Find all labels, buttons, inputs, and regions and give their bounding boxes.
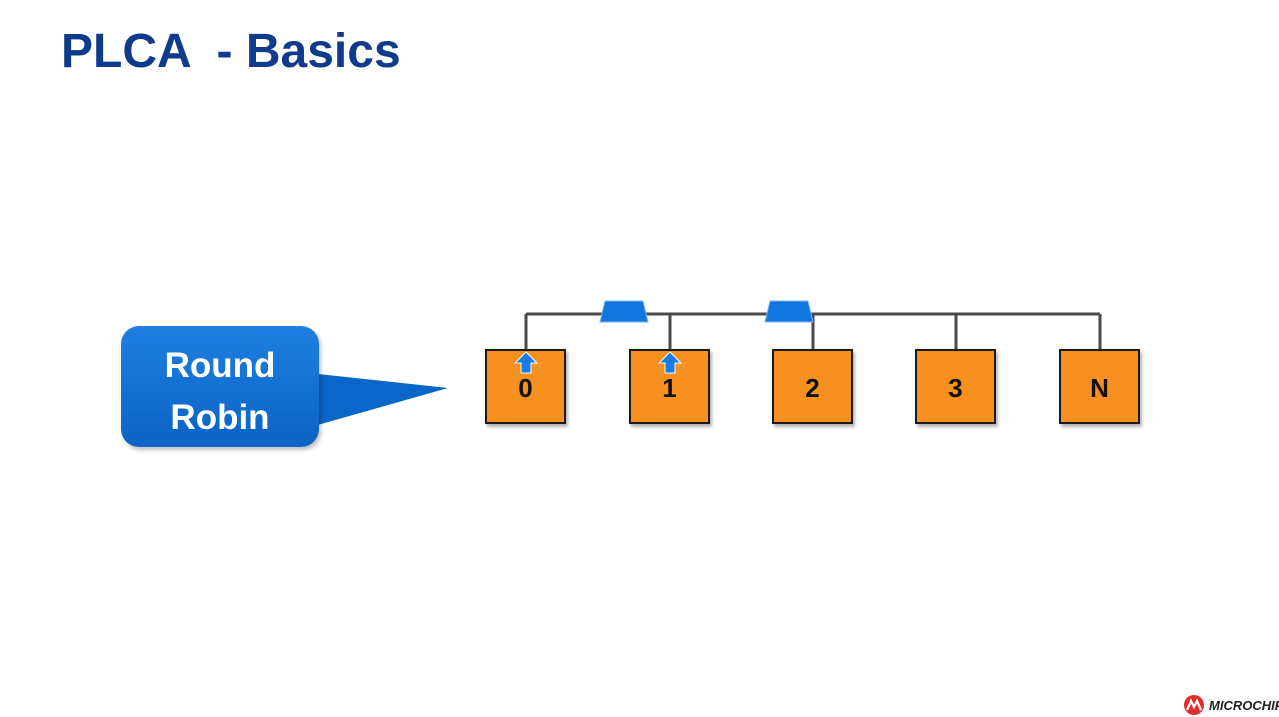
packet-shape-2	[764, 300, 814, 323]
node-3-label: 3	[948, 373, 963, 403]
microchip-logo: MICROCHIP	[1183, 694, 1279, 716]
round-robin-callout: Round Robin	[121, 326, 319, 447]
up-arrow-icon	[513, 351, 539, 374]
slide-title: PLCA - Basics	[61, 25, 401, 78]
node-2: 2	[772, 349, 853, 424]
microchip-logo-text: MICROCHIP	[1209, 697, 1279, 713]
node-2-label: 2	[805, 373, 820, 403]
up-arrow-icon	[657, 351, 683, 374]
node-3: 3	[915, 349, 996, 424]
node-n: N	[1059, 349, 1140, 424]
node-1-label: 1	[662, 373, 677, 403]
callout-line-2: Robin	[170, 398, 270, 437]
node-0-label: 0	[518, 373, 533, 403]
node-n-label: N	[1090, 373, 1109, 403]
packet-shape-1	[599, 300, 649, 323]
microchip-logo-icon	[1184, 695, 1204, 715]
callout-line-1: Round	[164, 346, 276, 385]
